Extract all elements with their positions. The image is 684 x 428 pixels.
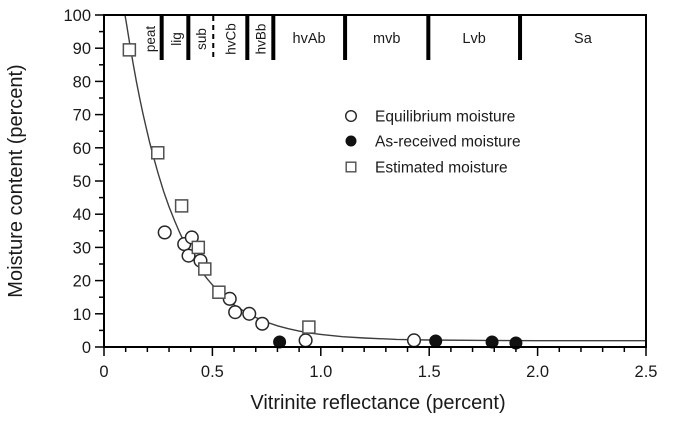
y-tick-label: 100 (63, 7, 91, 25)
y-tick-label: 60 (73, 140, 91, 158)
series-open-square (122, 43, 316, 334)
x-tick-label: 0 (99, 363, 108, 381)
x-tick-label: 2.0 (526, 363, 549, 381)
data-point-estimated (198, 262, 212, 276)
rank-label: hvCb (223, 23, 238, 55)
data-point-estimated (212, 285, 226, 299)
y-tick-label: 90 (73, 40, 91, 58)
legend-filled-circle-icon (345, 135, 357, 147)
y-tick-label: 70 (73, 107, 91, 125)
data-point-estimated (191, 240, 206, 255)
legend-label: Estimated moisture (375, 160, 508, 177)
data-point-as-received (485, 335, 499, 349)
x-tick-label: 2.5 (635, 363, 658, 381)
rank-label: lig (169, 32, 184, 46)
data-point-equilibrium (242, 306, 257, 321)
y-tick-label: 40 (73, 206, 91, 224)
data-point-estimated (151, 146, 165, 160)
series-filled-circle (273, 334, 523, 350)
data-point-equilibrium (406, 333, 422, 348)
data-point-as-received (273, 335, 287, 349)
fit-curve (124, 14, 646, 342)
data-point-estimated (302, 320, 316, 334)
data-point-estimated (122, 43, 137, 57)
legend-open-circle-icon (345, 109, 358, 122)
rank-label: sub (194, 28, 209, 50)
data-point-as-received (429, 334, 443, 348)
y-tick-label: 50 (73, 173, 91, 191)
y-tick-label: 80 (73, 73, 91, 91)
rank-label: hvBb (254, 24, 269, 55)
legend-label: Equilibrium moisture (375, 109, 515, 126)
y-tick-label: 10 (73, 306, 91, 324)
plot-frame (103, 14, 647, 348)
rank-label: Sa (574, 31, 593, 47)
data-point-equilibrium (298, 333, 313, 348)
x-tick-label: 1.5 (418, 363, 441, 381)
y-axis-title: Moisture content (percent) (5, 64, 27, 297)
legend-open-square-icon (345, 161, 357, 173)
rank-label: Lvb (462, 31, 485, 47)
x-axis-title: Vitrinite reflectance (percent) (250, 392, 505, 414)
y-tick-label: 30 (73, 239, 91, 257)
rank-label: peat (143, 26, 158, 53)
data-point-estimated (174, 199, 189, 213)
data-point-equilibrium (255, 316, 270, 331)
x-tick-label: 0.5 (201, 363, 224, 381)
y-tick-label: 20 (73, 273, 91, 291)
legend-label: As-received moisture (375, 134, 521, 151)
data-point-equilibrium (157, 225, 172, 240)
x-tick-label: 1.0 (309, 363, 332, 381)
rank-label: hvAb (293, 31, 326, 47)
legend: Equilibrium moisture As-received moisture… (345, 109, 521, 177)
rank-label: mvb (373, 31, 400, 47)
y-tick-label: 0 (82, 339, 91, 357)
data-point-equilibrium (228, 305, 243, 320)
